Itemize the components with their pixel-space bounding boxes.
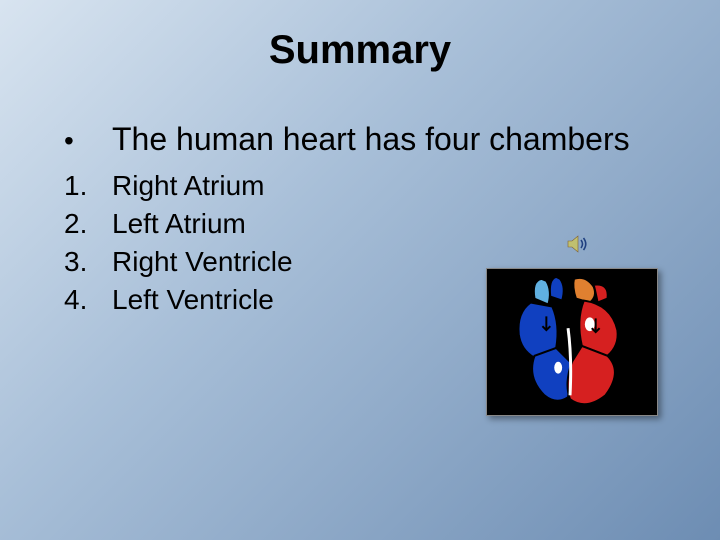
- sound-icon: [566, 232, 590, 256]
- list-number: 4.: [64, 284, 112, 316]
- list-item: 2. Left Atrium: [64, 208, 720, 240]
- list-item: 1. Right Atrium: [64, 170, 720, 202]
- bullet-row: • The human heart has four chambers: [64, 121, 720, 158]
- list-text: Left Atrium: [112, 208, 246, 240]
- list-number: 2.: [64, 208, 112, 240]
- slide-title: Summary: [0, 0, 720, 73]
- list-text: Right Ventricle: [112, 246, 293, 278]
- heart-image: [486, 268, 658, 416]
- bullet-text: The human heart has four chambers: [112, 121, 630, 158]
- list-text: Left Ventricle: [112, 284, 274, 316]
- list-number: 3.: [64, 246, 112, 278]
- list-number: 1.: [64, 170, 112, 202]
- bullet-marker: •: [64, 125, 112, 157]
- list-text: Right Atrium: [112, 170, 265, 202]
